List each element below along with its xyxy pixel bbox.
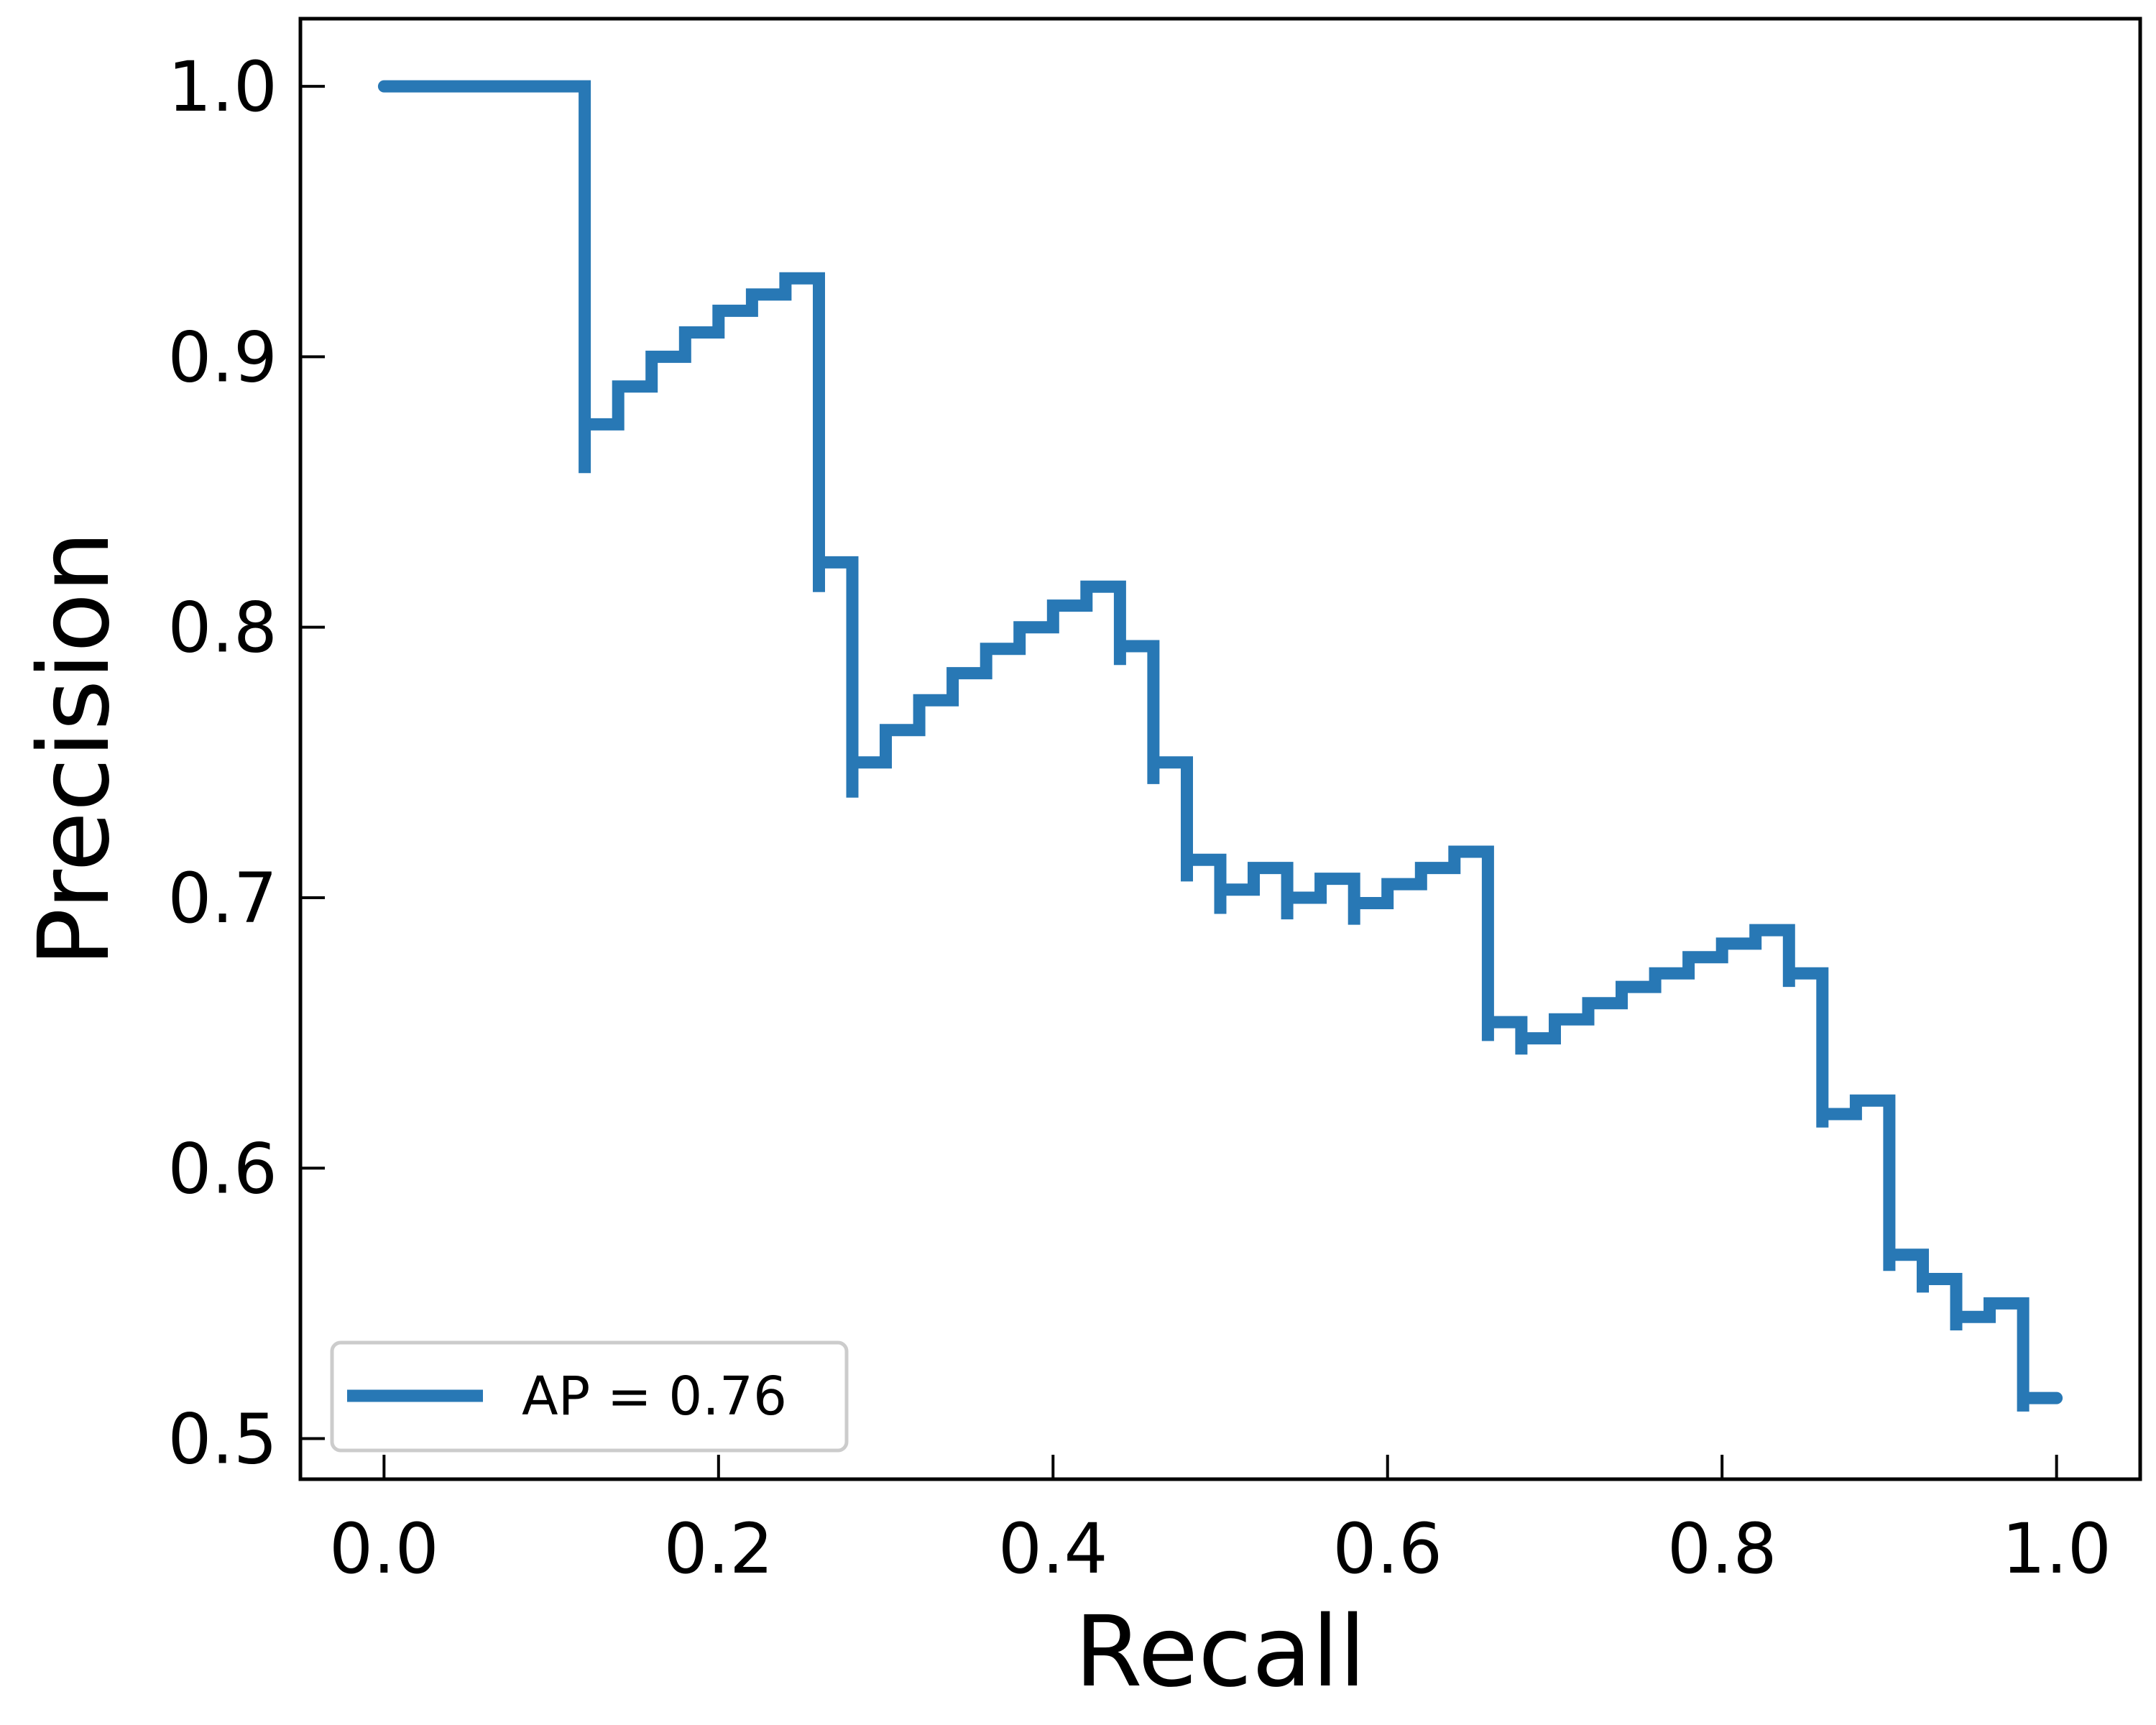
y-axis-ticks: 0.5 0.6 0.7 0.8 0.9 1.0 — [167, 47, 325, 1480]
x-axis-title: Recall — [1074, 1596, 1366, 1709]
y-tick-label: 0.9 — [167, 317, 277, 397]
x-tick-label: 1.0 — [2001, 1509, 2111, 1589]
x-tick-label: 0.8 — [1667, 1509, 1777, 1589]
legend-label: AP = 0.76 — [522, 1366, 787, 1427]
legend-box — [330, 1340, 849, 1453]
x-tick-label: 0.0 — [329, 1509, 439, 1589]
x-tick-label: 0.2 — [663, 1509, 773, 1589]
x-axis-ticks: 0.0 0.2 0.4 0.6 0.8 1.0 — [329, 1455, 2111, 1589]
y-tick-label: 0.6 — [167, 1128, 277, 1209]
x-tick-label: 0.6 — [1332, 1509, 1442, 1589]
series-line — [377, 80, 2063, 1412]
axes-frame — [298, 17, 2142, 1481]
y-tick-label: 0.5 — [167, 1399, 277, 1480]
y-tick-label: 1.0 — [167, 47, 277, 127]
legend: AP = 0.76 — [330, 1340, 849, 1453]
y-tick-label: 0.7 — [167, 858, 277, 939]
y-tick-label: 0.8 — [167, 588, 277, 668]
plot-area — [377, 80, 2063, 1412]
y-axis-title: Precision — [18, 531, 132, 967]
x-tick-label: 0.4 — [998, 1509, 1108, 1589]
